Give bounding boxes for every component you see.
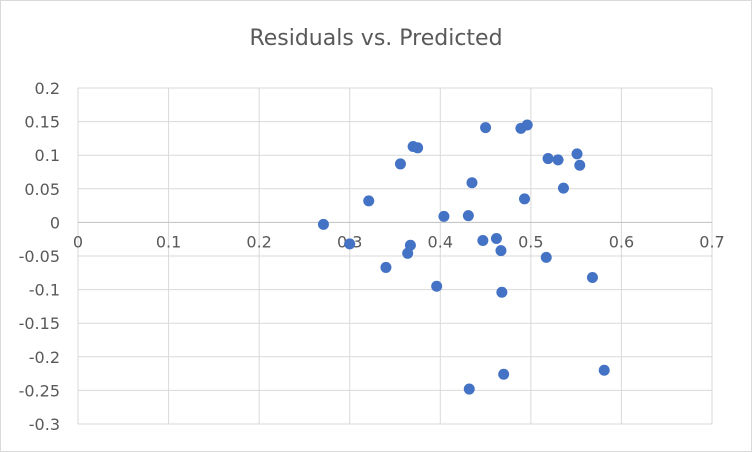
y-tick-label: -0.25 <box>19 381 60 400</box>
data-point <box>519 193 531 205</box>
data-point <box>498 368 510 380</box>
data-point <box>412 142 424 154</box>
x-tick-label: 0.1 <box>156 232 181 251</box>
data-point <box>431 280 443 292</box>
data-point <box>480 122 492 134</box>
data-point <box>380 261 392 273</box>
data-point <box>344 238 356 250</box>
data-point <box>557 182 569 194</box>
y-tick-label: 0.1 <box>35 146 60 165</box>
data-point <box>521 119 533 131</box>
data-point <box>438 210 450 222</box>
data-point <box>571 148 583 160</box>
data-point <box>394 158 406 170</box>
data-point <box>542 153 554 165</box>
y-tick-label: 0.2 <box>35 79 60 98</box>
data-point <box>496 286 508 298</box>
data-point <box>598 364 610 376</box>
data-point <box>495 245 507 257</box>
x-tick-label: 0.6 <box>609 232 634 251</box>
y-axis-tick-labels: 0.2 0.15 0.1 0.05 0 -0.05 -0.1 -0.15 -0.2 -0.25 -0… <box>19 79 60 434</box>
y-tick-label: -0.15 <box>19 314 60 333</box>
y-tick-label: -0.05 <box>19 247 60 266</box>
data-point <box>540 251 552 263</box>
data-point <box>404 239 416 251</box>
y-tick-label: 0.15 <box>24 113 60 132</box>
y-tick-label: -0.1 <box>29 281 60 300</box>
data-point <box>463 383 475 395</box>
data-points <box>317 119 610 395</box>
data-point <box>462 210 474 222</box>
x-tick-label: 0.7 <box>699 232 724 251</box>
data-point <box>477 235 489 247</box>
x-tick-label: 0.4 <box>428 232 453 251</box>
horizontal-gridlines <box>78 87 712 425</box>
y-tick-label: 0 <box>50 213 60 232</box>
x-tick-label: 0.5 <box>518 232 543 251</box>
x-tick-label: 0.2 <box>246 232 271 251</box>
y-tick-label: -0.3 <box>29 415 60 434</box>
data-point <box>574 159 586 171</box>
x-axis-tick-labels: 00.10.20.30.40.50.60.7 <box>73 232 725 251</box>
y-tick-label: 0.05 <box>24 180 60 199</box>
data-point <box>363 195 375 207</box>
data-point <box>490 233 502 245</box>
data-point <box>586 272 598 284</box>
y-tick-label: -0.2 <box>29 348 60 367</box>
chart-title: Residuals vs. Predicted <box>249 26 503 51</box>
data-point <box>552 154 564 166</box>
data-point <box>466 177 478 189</box>
x-tick-label: 0 <box>73 232 83 251</box>
data-point <box>317 218 329 230</box>
